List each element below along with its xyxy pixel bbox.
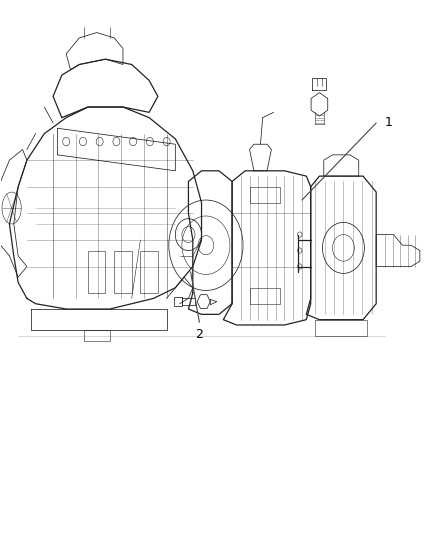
Bar	[114, 251, 132, 293]
Bar	[88, 251, 106, 293]
Bar	[141, 251, 158, 293]
Bar	[84, 330, 110, 341]
Text: 2: 2	[195, 328, 203, 341]
Text: 1: 1	[385, 117, 393, 130]
